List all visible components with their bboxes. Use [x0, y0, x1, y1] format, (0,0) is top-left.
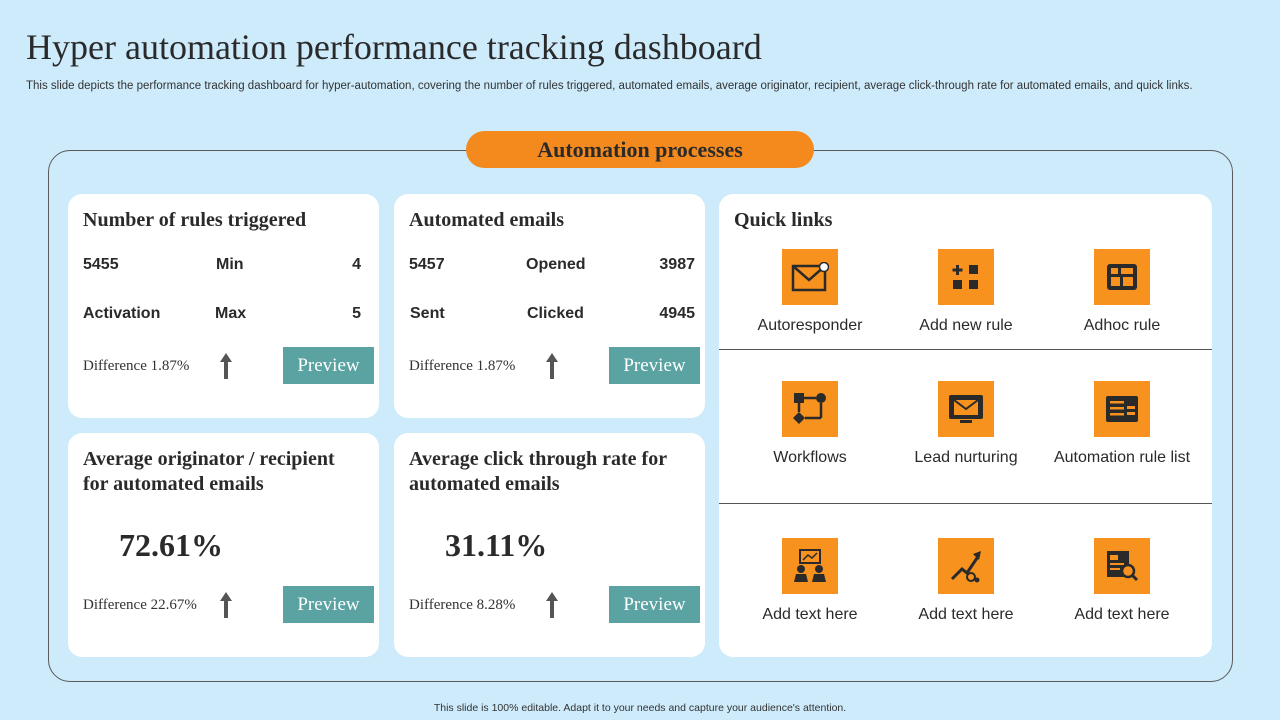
- rules-difference: Difference 1.87%: [83, 358, 190, 374]
- originator-value: 72.61%: [119, 527, 223, 563]
- originator-preview-button[interactable]: Preview: [283, 586, 374, 623]
- emails-opened-value: 3987: [659, 256, 695, 273]
- up-arrow-icon: [220, 353, 232, 379]
- quick-links-title: Quick links: [734, 209, 833, 231]
- rules-total-value: 5455: [83, 256, 119, 273]
- quick-link-add-text-2[interactable]: Add text here: [886, 538, 1046, 624]
- rules-max-label: Max: [215, 305, 247, 322]
- quick-link-lead-nurturing[interactable]: Lead nurturing: [886, 381, 1046, 467]
- rule-list-icon: [1094, 381, 1150, 437]
- ctr-card-title: Average click through rate for automated…: [409, 448, 668, 495]
- emails-difference: Difference 1.87%: [409, 358, 516, 374]
- quick-link-adhoc-rule[interactable]: Adhoc rule: [1042, 249, 1202, 335]
- emails-preview-button[interactable]: Preview: [609, 347, 700, 384]
- originator-difference: Difference 22.67%: [83, 597, 197, 613]
- page-subtitle: This slide depicts the performance track…: [26, 80, 1193, 92]
- emails-clicked-label: Clicked: [527, 305, 584, 322]
- footer-note: This slide is 100% editable. Adapt it to…: [433, 702, 847, 714]
- dashboard-icon: [1094, 249, 1150, 305]
- up-arrow-icon: [546, 592, 558, 618]
- ctr-card: Average click through rate for automated…: [394, 433, 705, 657]
- quick-link-workflows[interactable]: Workflows: [730, 381, 890, 467]
- quick-link-automation-rule-list[interactable]: Automation rule list: [1042, 381, 1202, 467]
- originator-card: Average originator / recipient for autom…: [68, 433, 379, 657]
- ctr-preview-button[interactable]: Preview: [609, 586, 700, 623]
- emails-opened-label: Opened: [526, 256, 586, 273]
- ctr-value: 31.11%: [445, 527, 548, 563]
- divider: [719, 349, 1212, 350]
- emails-card-title: Automated emails: [409, 209, 564, 231]
- rules-max-value: 5: [352, 305, 361, 322]
- quick-link-add-new-rule[interactable]: Add new rule: [886, 249, 1046, 335]
- quick-links-card: Quick links Autoresponder Add new rule: [719, 194, 1212, 657]
- add-grid-icon: [938, 249, 994, 305]
- rules-min-label: Min: [216, 256, 244, 273]
- growth-icon: [938, 538, 994, 594]
- page-title: Hyper automation performance tracking da…: [26, 27, 762, 67]
- rules-card-title: Number of rules triggered: [83, 209, 307, 231]
- workflow-icon: [782, 381, 838, 437]
- rules-activation-label: Activation: [83, 305, 161, 322]
- email-monitor-icon: [938, 381, 994, 437]
- search-document-icon: [1094, 538, 1150, 594]
- email-auto-icon: [782, 249, 838, 305]
- quick-link-autoresponder[interactable]: Autoresponder: [730, 249, 890, 335]
- divider: [719, 503, 1212, 504]
- quick-link-add-text-3[interactable]: Add text here: [1042, 538, 1202, 624]
- rules-card: Number of rules triggered 5455 Min 4 Act…: [68, 194, 379, 418]
- quick-link-add-text-1[interactable]: Add text here: [730, 538, 890, 624]
- rules-preview-button[interactable]: Preview: [283, 347, 374, 384]
- up-arrow-icon: [546, 353, 558, 379]
- emails-clicked-value: 4945: [659, 305, 695, 322]
- team-chart-icon: [782, 538, 838, 594]
- emails-sent-label: Sent: [410, 305, 445, 322]
- originator-card-title: Average originator / recipient for autom…: [83, 448, 335, 495]
- emails-total-value: 5457: [409, 256, 445, 273]
- rules-min-value: 4: [352, 256, 361, 273]
- emails-card: Automated emails 5457 Opened 3987 Sent C…: [394, 194, 705, 418]
- up-arrow-icon: [220, 592, 232, 618]
- ctr-difference: Difference 8.28%: [409, 597, 516, 613]
- section-label: Automation processes: [466, 131, 814, 168]
